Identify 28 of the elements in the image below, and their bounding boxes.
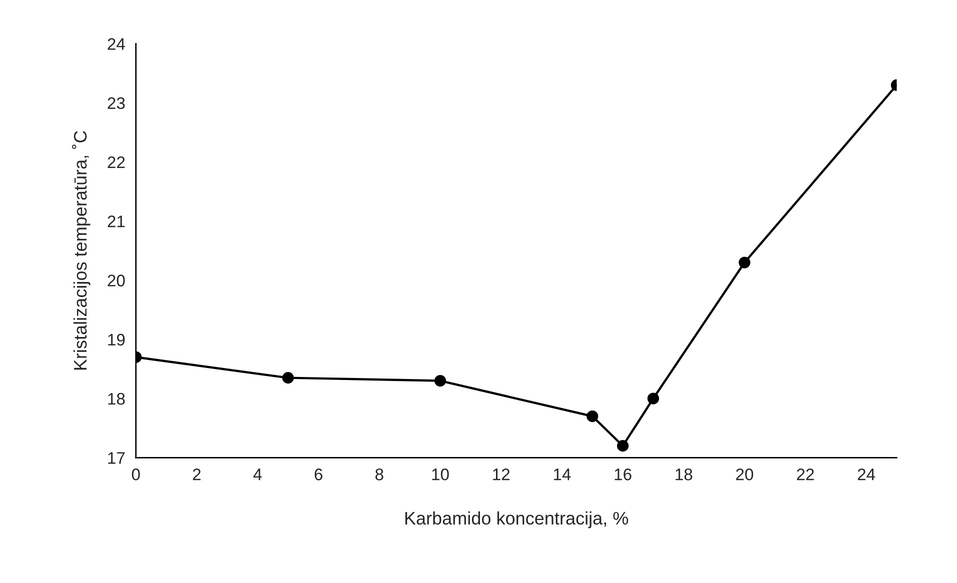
- x-tick-label: 6: [314, 468, 322, 480]
- x-tick-label: 8: [375, 468, 384, 480]
- y-tick-label: 21: [108, 216, 125, 228]
- x-tick-label: 12: [493, 468, 510, 480]
- x-tick-label: 10: [432, 468, 449, 480]
- y-tick-label: 24: [108, 38, 125, 50]
- x-tick-label: 24: [858, 468, 876, 480]
- x-tick-label: 0: [132, 468, 140, 480]
- y-axis-title: Kristalizacijos temperatūra, ˚C: [72, 130, 90, 370]
- x-tick-label: 18: [676, 468, 692, 480]
- y-tick-label: 19: [108, 334, 125, 346]
- x-axis-title: Karbamido koncentracija, %: [405, 511, 628, 528]
- y-tick-label: 17: [108, 452, 125, 464]
- point: [647, 392, 660, 404]
- x-tick-label: 2: [192, 468, 201, 480]
- point: [617, 440, 629, 452]
- y-tick-label: 20: [108, 274, 125, 286]
- x-tick-label: 20: [736, 468, 754, 480]
- x-tick-label: 14: [554, 468, 571, 480]
- point: [586, 410, 598, 422]
- point: [434, 374, 446, 387]
- x-tick-label: 16: [614, 468, 632, 480]
- y-tick-label: 23: [108, 97, 125, 110]
- y-tick-label: 18: [108, 392, 125, 405]
- x-tick-label: 4: [253, 468, 262, 480]
- x-tick-label: 22: [796, 468, 814, 480]
- y-tick-label: 22: [108, 156, 125, 168]
- point: [738, 256, 750, 268]
